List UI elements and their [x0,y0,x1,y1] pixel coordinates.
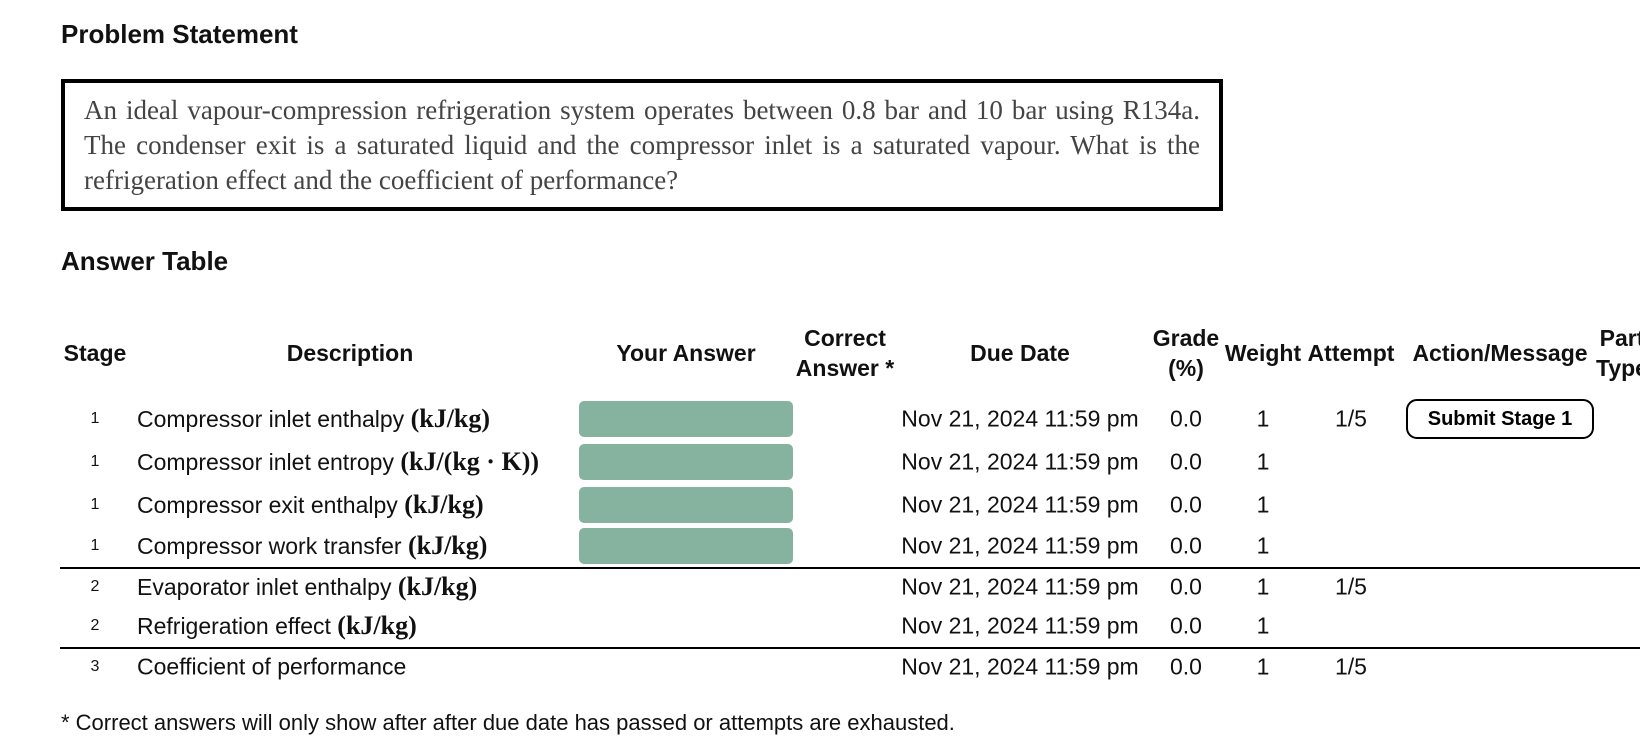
due-date: Nov 21, 2024 11:59 pm [901,491,1139,518]
description-text: Compressor work transfer [137,533,402,559]
grade: 0.0 [1170,491,1202,518]
column-header: Grade (%) [1152,325,1220,381]
stage-number: 1 [90,453,100,470]
submit-button[interactable]: Submit Stage 1 [1406,399,1594,439]
stage-divider [60,646,1640,649]
stage-number: 1 [90,410,100,427]
description: Compressor inlet enthalpy (kJ/kg) [137,404,490,434]
description-text: Compressor exit enthalpy [137,492,398,518]
answer-input[interactable] [579,401,793,437]
grade: 0.0 [1170,573,1202,600]
grade: 0.0 [1170,405,1202,432]
description-text: Coefficient of performance [137,653,407,680]
answer-heading: Answer Table [61,246,229,276]
stage-divider [60,566,1640,569]
stage-number: 2 [90,578,100,595]
grade: 0.0 [1170,653,1202,680]
problem-statement: An ideal vapour-compression refrigeratio… [61,79,1223,211]
column-header: Action/Message [1412,340,1588,366]
grade: 0.0 [1170,532,1202,559]
unit: (kJ/kg) [404,490,484,519]
weight: 1 [1256,653,1270,680]
unit: (kJ/kg) [397,572,478,601]
description-text: Compressor inlet enthalpy [137,406,405,432]
description-text: Evaporator inlet enthalpy [137,574,392,600]
weight: 1 [1256,405,1270,432]
unit: (kJ/kg) [410,404,491,433]
weight: 1 [1256,532,1270,559]
column-header: Due Date [970,340,1070,366]
unit: (kJ/(kg · K)) [400,447,540,476]
description: Refrigeration effect (kJ/kg) [137,611,417,641]
weight: 1 [1256,491,1270,518]
answer-input[interactable] [579,444,793,480]
column-header: Correct Answer * [795,325,895,381]
description: Coefficient of performance [137,654,406,681]
grade: 0.0 [1170,448,1202,475]
attempt: 1/5 [1335,573,1367,600]
due-date: Nov 21, 2024 11:59 pm [901,532,1139,559]
column-header: Your Answer [616,340,756,366]
weight: 1 [1256,573,1270,600]
due-date: Nov 21, 2024 11:59 pm [901,405,1139,432]
due-date: Nov 21, 2024 11:59 pm [901,573,1139,600]
unit: (kJ/kg) [407,531,488,560]
column-header: Stage [63,340,127,366]
description: Compressor work transfer (kJ/kg) [137,531,487,561]
answer-input[interactable] [579,528,793,564]
due-date: Nov 21, 2024 11:59 pm [901,612,1139,639]
footnote: * Correct answers will only show after a… [61,710,955,735]
attempt: 1/5 [1335,405,1367,432]
description: Compressor inlet entropy (kJ/(kg · K)) [137,447,539,477]
description: Evaporator inlet enthalpy (kJ/kg) [137,572,477,602]
grade: 0.0 [1170,612,1202,639]
description-text: Compressor inlet entropy [137,449,394,475]
column-header: Attempt [1307,340,1395,366]
due-date: Nov 21, 2024 11:59 pm [901,653,1139,680]
answer-input[interactable] [579,487,793,523]
stage-number: 1 [90,496,100,513]
weight: 1 [1256,612,1270,639]
column-header: Weight [1224,340,1302,366]
problem-heading: Problem Statement [61,19,298,49]
attempt: 1/5 [1335,653,1367,680]
column-header: Part Type [1596,325,1640,381]
stage-number: 2 [90,617,100,634]
unit: (kJ/kg) [337,611,417,640]
stage-number: 1 [90,537,100,554]
stage-number: 3 [90,658,100,675]
weight: 1 [1256,448,1270,475]
description: Compressor exit enthalpy (kJ/kg) [137,490,484,520]
description-text: Refrigeration effect [137,613,331,639]
column-header: Description [286,340,414,366]
due-date: Nov 21, 2024 11:59 pm [901,448,1139,475]
